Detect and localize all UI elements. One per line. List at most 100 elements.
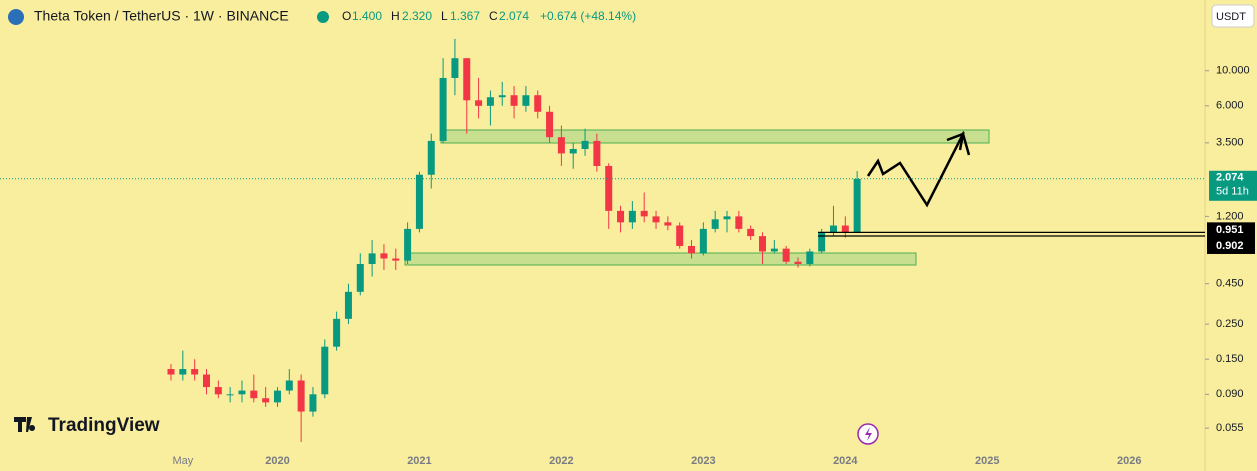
candle [427,133,435,189]
candle-body [285,380,293,391]
candle [605,163,613,229]
price-label: 2.074 [1216,172,1244,184]
candle [770,240,778,254]
candle [735,210,743,233]
candle-body [167,369,175,375]
y-tick-label: 6.000 [1216,100,1244,112]
candle-body [309,394,317,412]
candle [344,283,352,325]
candle-body [829,225,837,233]
candle-body [415,174,423,229]
candle [167,363,175,381]
candle [309,387,317,417]
candle [688,240,696,259]
candle-body [439,77,447,141]
candle-body [226,394,234,396]
ohlc-key: H [391,9,400,23]
symbol[interactable]: Theta Token / TetherUS · 1W · BINANCE [34,8,289,24]
candle-body [569,148,577,154]
candle-body [534,95,542,112]
candle [226,387,234,403]
candle-body [368,253,376,264]
currency-button[interactable] [1211,4,1255,28]
ohlc-key: O [342,9,351,23]
candle [202,369,210,395]
candle [463,58,471,134]
candle [380,244,388,270]
level-badge [1207,237,1255,254]
candle-body [699,228,707,254]
candle [392,248,400,270]
candle-body [818,232,826,252]
candle-body [735,216,743,229]
candle [546,105,554,143]
x-tick-label: 2023 [691,455,715,467]
x-tick-label: 2020 [265,455,289,467]
candle-body [486,97,494,106]
candle-body [191,369,199,375]
candle [664,216,672,231]
candle-body [806,251,814,264]
symbol-icon [8,9,24,25]
candle [534,90,542,119]
candle [841,216,849,238]
candle-body [853,178,861,233]
candle-body [404,228,412,261]
candle [628,201,636,229]
zone[interactable] [440,129,990,144]
candle-body [628,210,636,223]
candle-body [688,245,696,254]
x-tick-label: 2024 [833,455,858,467]
y-tick-label: 1.200 [1216,210,1244,222]
candle [711,210,719,233]
candle-body [297,380,305,412]
x-tick-label: 2021 [407,455,431,467]
candle-body [770,248,778,252]
candle [699,222,707,256]
zone[interactable] [404,252,917,266]
candle-body [356,263,364,292]
candle-body [581,140,589,149]
candle [652,210,660,229]
candle [250,374,258,403]
candle-body [676,225,684,246]
x-tick-label: 2022 [549,455,573,467]
candle [569,142,577,169]
candle [557,125,565,166]
candle-body [238,390,246,395]
x-tick-label: 2026 [1117,455,1141,467]
candle-body [593,140,601,166]
y-tick-label: 0.250 [1216,318,1244,330]
candle [593,133,601,172]
candle-body [179,369,187,375]
y-tick-label: 0.150 [1216,353,1244,365]
x-tick-label: May [172,455,193,467]
candle [262,387,270,407]
candle-body [747,228,755,237]
candle [333,311,341,351]
currency[interactable]: USDT [1216,11,1246,23]
candle [723,210,731,233]
candle [368,240,376,277]
level-label: 0.951 [1216,224,1244,236]
candle-body [617,210,625,223]
y-tick-label: 0.055 [1216,422,1244,434]
candle-body [605,165,613,211]
candle-body [463,58,471,101]
candle [581,128,589,156]
candle-body [664,222,672,226]
candle-body [640,210,648,217]
candle [486,90,494,126]
candle [794,257,802,268]
candle [640,192,648,223]
ohlc-key: C [489,9,498,23]
price-badge [1209,170,1257,201]
candle [522,86,530,112]
ohlc-value: 2.320 [402,9,432,23]
candle [829,205,837,237]
candle [759,232,766,264]
candle-body [475,100,483,106]
candle [475,77,483,119]
y-tick-label: 10.000 [1216,65,1250,77]
candle-body [262,398,270,403]
